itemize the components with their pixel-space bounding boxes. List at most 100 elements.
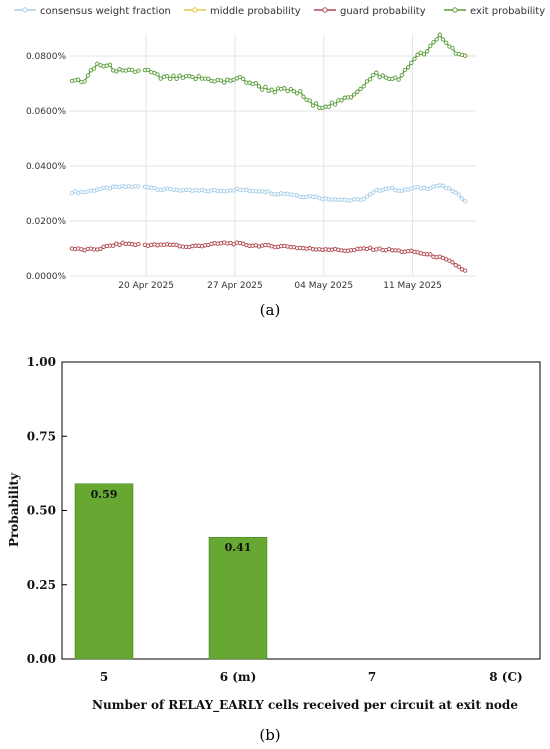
data-point (285, 88, 290, 94)
legend-label: consensus weight fraction (40, 6, 171, 17)
data-point (412, 56, 417, 62)
data-point (136, 68, 141, 73)
data-point (114, 69, 119, 74)
y-tick-label-a: 0.0200% (26, 217, 66, 227)
bar (208, 536, 268, 660)
y-tick-label-a: 0.0400% (26, 162, 66, 172)
data-point (374, 70, 379, 75)
data-point (380, 73, 385, 78)
x-tick-label-a: 11 May 2025 (383, 281, 442, 291)
panel-label-b: (b) (259, 726, 280, 744)
data-point (95, 61, 100, 66)
data-point (107, 62, 113, 67)
x-tick-label-a: 20 Apr 2025 (118, 281, 174, 291)
data-point (371, 72, 376, 78)
data-point (326, 104, 331, 109)
data-point (444, 40, 449, 45)
data-point (307, 98, 312, 103)
legend-a: consensus weight fraction middle probabil… (14, 6, 545, 17)
bar-value-label: 0.59 (91, 488, 118, 501)
data-point (399, 73, 404, 78)
data-point (253, 81, 259, 86)
data-point (117, 242, 122, 247)
data-point (437, 32, 442, 37)
data-point (447, 186, 452, 191)
data-point (88, 68, 94, 73)
data-point (367, 192, 373, 197)
y-tick-label-a: 0.0600% (26, 107, 66, 117)
data-point (136, 241, 141, 247)
data-point (463, 53, 468, 58)
data-point (447, 258, 452, 263)
data-point (333, 102, 338, 107)
data-point (355, 89, 360, 94)
y-tick-label-a: 0.0000% (26, 272, 66, 282)
data-point (409, 60, 414, 65)
data-point (269, 87, 274, 92)
data-point (98, 246, 103, 251)
data-point (428, 43, 433, 49)
data-point (428, 252, 433, 257)
data-point (405, 65, 411, 70)
data-point (260, 87, 265, 92)
gridlines-a (70, 34, 476, 277)
data-point (371, 190, 376, 195)
y-tick-label-b: 0.25 (27, 578, 56, 592)
data-point (358, 86, 363, 92)
data-point (168, 76, 173, 82)
y-ticks-a: 0.0000% 0.0200% 0.0400% 0.0600% 0.0800% (26, 52, 66, 282)
bar-value-label: 0.41 (225, 541, 252, 554)
data-point (456, 192, 462, 197)
data-point (402, 67, 408, 73)
data-point (272, 90, 278, 95)
data-point (145, 67, 151, 73)
data-point (263, 84, 268, 90)
x-tick-label-b: 5 (100, 670, 108, 684)
data-point (190, 74, 195, 80)
data-point (174, 76, 179, 82)
data-point (367, 245, 373, 250)
data-point (231, 188, 236, 193)
data-point (440, 183, 446, 188)
data-point (352, 92, 357, 97)
data-point (256, 84, 262, 89)
data-point (364, 194, 370, 199)
data-point (393, 75, 398, 80)
legend-label: middle probability (210, 6, 301, 17)
data-point (110, 243, 116, 248)
series-guard-probability (69, 240, 468, 273)
data-point (440, 37, 446, 42)
data-point (76, 77, 81, 82)
legend-marker (322, 7, 328, 13)
data-point (237, 74, 243, 80)
data-point (180, 75, 186, 80)
series-exit-probability (69, 32, 468, 110)
data-point (348, 95, 354, 100)
y-axis-title-b: Probability (7, 472, 21, 547)
data-point (459, 196, 465, 201)
plot-area-a (70, 34, 476, 276)
chart-b: 0.00 0.25 0.50 0.75 1.00 0.59 0.41 5 6 (m) 7 8 (… (7, 355, 541, 744)
data-point (266, 189, 271, 194)
bar (74, 483, 134, 660)
legend-item: guard probability (314, 6, 426, 17)
data-point (136, 184, 141, 189)
legend-item: consensus weight fraction (14, 6, 171, 17)
data-point (107, 186, 113, 191)
x-ticks-a: 20 Apr 2025 27 Apr 2025 04 May 2025 11 May … (118, 281, 442, 291)
bars-b: 0.59 0.41 (74, 483, 268, 660)
data-point (434, 37, 439, 42)
x-axis-title-b: Number of RELAY_EARLY cells received per… (92, 698, 518, 713)
data-point (158, 76, 163, 81)
data-point (171, 73, 176, 78)
y-tick-label-b: 1.00 (27, 355, 56, 369)
data-point (463, 268, 468, 273)
legend-marker (192, 7, 198, 13)
data-point (453, 190, 458, 195)
x-tick-label-a: 27 Apr 2025 (207, 281, 263, 291)
data-point (364, 79, 370, 84)
legend-marker (22, 7, 28, 13)
data-point (428, 186, 433, 191)
panel-label-a: (a) (260, 301, 281, 319)
x-ticks-b: 5 6 (m) 7 8 (C) (100, 670, 523, 684)
